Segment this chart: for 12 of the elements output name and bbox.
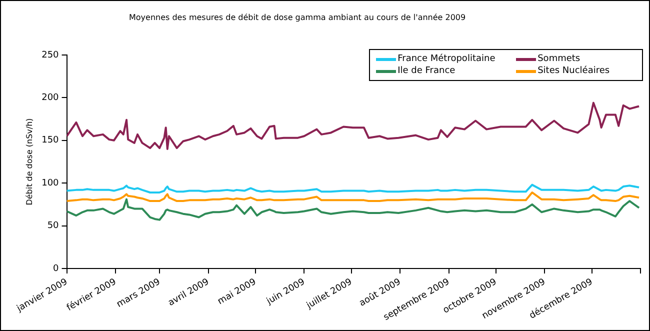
legend-label: Ile de France xyxy=(398,66,456,76)
y-tick-label: 200 xyxy=(42,93,60,104)
y-tick-label: 100 xyxy=(42,178,60,188)
y-tick-label: 250 xyxy=(42,50,60,60)
y-tick-label: 0 xyxy=(53,264,60,274)
y-tick-label: 150 xyxy=(42,136,60,146)
y-tick-label: 50 xyxy=(47,221,60,232)
chart-title: Moyennes des mesures de débit de dose gamma ambiant au cours de l'année 2009 xyxy=(128,13,467,22)
legend-label: Sommets xyxy=(538,54,580,64)
legend-label: France Métropolitaine xyxy=(398,54,496,64)
y-axis-title: Débit de dose (nSv/h) xyxy=(24,118,34,206)
legend-label: Sites Nucléaires xyxy=(538,66,610,76)
